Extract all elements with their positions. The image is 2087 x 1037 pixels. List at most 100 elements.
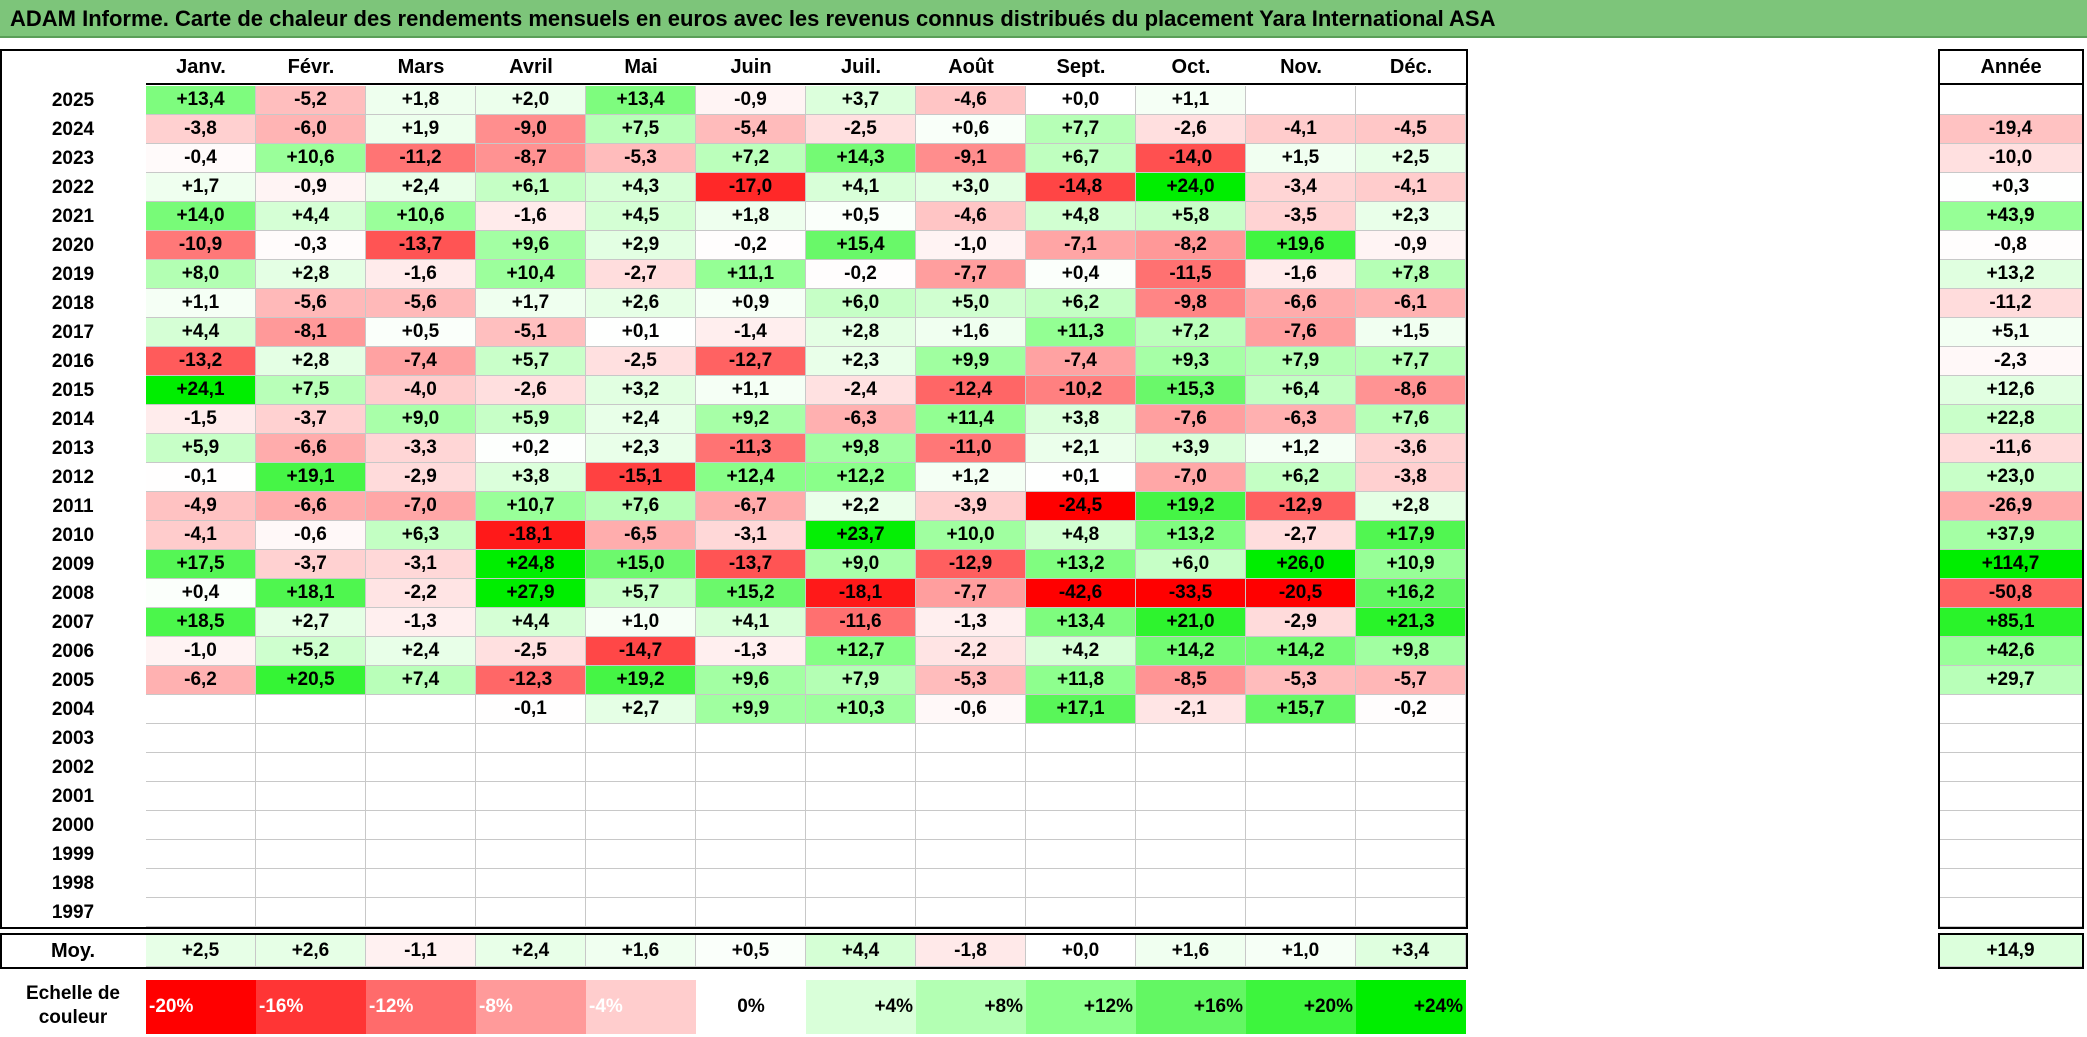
heatmap-cell: -1,6	[366, 260, 476, 289]
heatmap-cell	[256, 782, 366, 811]
annual-cell: +29,7	[1938, 666, 2084, 695]
heatmap-cell: +18,1	[256, 579, 366, 608]
heatmap-cell: -9,8	[1136, 289, 1246, 318]
heatmap-cell	[916, 811, 1026, 840]
heatmap-cell: -14,0	[1136, 144, 1246, 173]
heatmap-cell: +7,8	[1356, 260, 1466, 289]
heatmap-cell	[1246, 869, 1356, 898]
heatmap-cell: +6,2	[1026, 289, 1136, 318]
heatmap-cell: -4,5	[1356, 115, 1466, 144]
heatmap-cell: -7,7	[916, 260, 1026, 289]
heatmap-cell: +3,8	[1026, 405, 1136, 434]
heatmap-cell	[1246, 782, 1356, 811]
heatmap-cell: -3,7	[256, 405, 366, 434]
heatmap-cell: +2,7	[256, 608, 366, 637]
heatmap-cell: +1,1	[146, 289, 256, 318]
heatmap-cell	[586, 724, 696, 753]
heatmap-cell: +3,7	[806, 86, 916, 115]
heatmap-cell	[366, 753, 476, 782]
column-header-12: Déc.	[1356, 49, 1466, 85]
heatmap-cell: +24,0	[1136, 173, 1246, 202]
heatmap-cell: -33,5	[1136, 579, 1246, 608]
heatmap-cell: -13,7	[366, 231, 476, 260]
heatmap-cell: -7,0	[366, 492, 476, 521]
annual-cell	[1938, 724, 2084, 753]
heatmap-cell: +1,8	[366, 86, 476, 115]
heatmap-cell	[1356, 782, 1466, 811]
color-scale-step: +24%	[1356, 980, 1466, 1034]
heatmap-cell: -14,8	[1026, 173, 1136, 202]
heatmap-cell: +0,5	[806, 202, 916, 231]
heatmap-cell: -0,9	[256, 173, 366, 202]
heatmap-cell: +1,2	[916, 463, 1026, 492]
heatmap-cell	[256, 695, 366, 724]
year-label: 2011	[52, 496, 94, 517]
heatmap-cell	[476, 840, 586, 869]
heatmap-cell: -12,9	[916, 550, 1026, 579]
color-scale-step: +20%	[1246, 980, 1356, 1034]
heatmap-cell	[256, 898, 366, 927]
average-cell: +1,0	[1246, 935, 1356, 967]
heatmap-cell: +19,6	[1246, 231, 1356, 260]
heatmap-cell: +2,6	[586, 289, 696, 318]
heatmap-cell: +16,2	[1356, 579, 1466, 608]
heatmap-cell	[1026, 811, 1136, 840]
color-scale-step: -20%	[146, 980, 256, 1034]
heatmap-cell	[806, 869, 916, 898]
heatmap-cell: +21,0	[1136, 608, 1246, 637]
heatmap-cell: -12,7	[696, 347, 806, 376]
heatmap-cell: +11,8	[1026, 666, 1136, 695]
heatmap-cell: -2,5	[806, 115, 916, 144]
heatmap-cell: +1,5	[1356, 318, 1466, 347]
heatmap-cell: -8,7	[476, 144, 586, 173]
annual-cell: -50,8	[1938, 579, 2084, 608]
heatmap-cell	[916, 782, 1026, 811]
heatmap-cell: -0,9	[1356, 231, 1466, 260]
heatmap-cell: +6,1	[476, 173, 586, 202]
annual-cell: +22,8	[1938, 405, 2084, 434]
heatmap-cell: -0,3	[256, 231, 366, 260]
heatmap-cell: -2,2	[366, 579, 476, 608]
heatmap-cell	[586, 782, 696, 811]
heatmap-cell: +1,1	[696, 376, 806, 405]
heatmap-cell: +2,2	[806, 492, 916, 521]
average-row-label: Moy.	[50, 940, 96, 962]
year-label: 2012	[51, 467, 95, 488]
heatmap-cell: +7,5	[256, 376, 366, 405]
heatmap-cell: +7,6	[1356, 405, 1466, 434]
annual-cell: +114,7	[1938, 550, 2084, 579]
heatmap-cell	[916, 898, 1026, 927]
heatmap-cell: +7,2	[1136, 318, 1246, 347]
heatmap-cell: -8,6	[1356, 376, 1466, 405]
heatmap-cell: +1,6	[916, 318, 1026, 347]
annual-cell: -2,3	[1938, 347, 2084, 376]
year-label: 2008	[51, 583, 95, 604]
annual-cell: -0,8	[1938, 231, 2084, 260]
heatmap-cell	[146, 753, 256, 782]
heatmap-cell: -7,6	[1136, 405, 1246, 434]
annual-cell	[1938, 86, 2084, 115]
heatmap-cell: -11,0	[916, 434, 1026, 463]
heatmap-cell	[1136, 811, 1246, 840]
average-cell: +1,6	[586, 935, 696, 967]
heatmap-cell: +9,2	[696, 405, 806, 434]
heatmap-cell	[146, 811, 256, 840]
heatmap-cell: -10,2	[1026, 376, 1136, 405]
heatmap-cell: +15,7	[1246, 695, 1356, 724]
year-label: 2005	[51, 670, 95, 691]
heatmap-cell: +4,4	[146, 318, 256, 347]
heatmap-cell: +2,9	[586, 231, 696, 260]
heatmap-cell	[586, 753, 696, 782]
year-label: 2003	[51, 728, 95, 749]
heatmap-cell: -1,0	[146, 637, 256, 666]
column-header-2: Févr.	[256, 49, 366, 85]
column-header-7: Juil.	[806, 49, 916, 85]
heatmap-cell: -2,6	[476, 376, 586, 405]
heatmap-cell: -2,5	[586, 347, 696, 376]
heatmap-cell: +6,4	[1246, 376, 1356, 405]
heatmap-cell: +2,3	[806, 347, 916, 376]
heatmap-cell: +4,3	[586, 173, 696, 202]
heatmap-cell	[256, 724, 366, 753]
heatmap-cell	[366, 782, 476, 811]
color-scale-step: 0%	[696, 980, 806, 1034]
